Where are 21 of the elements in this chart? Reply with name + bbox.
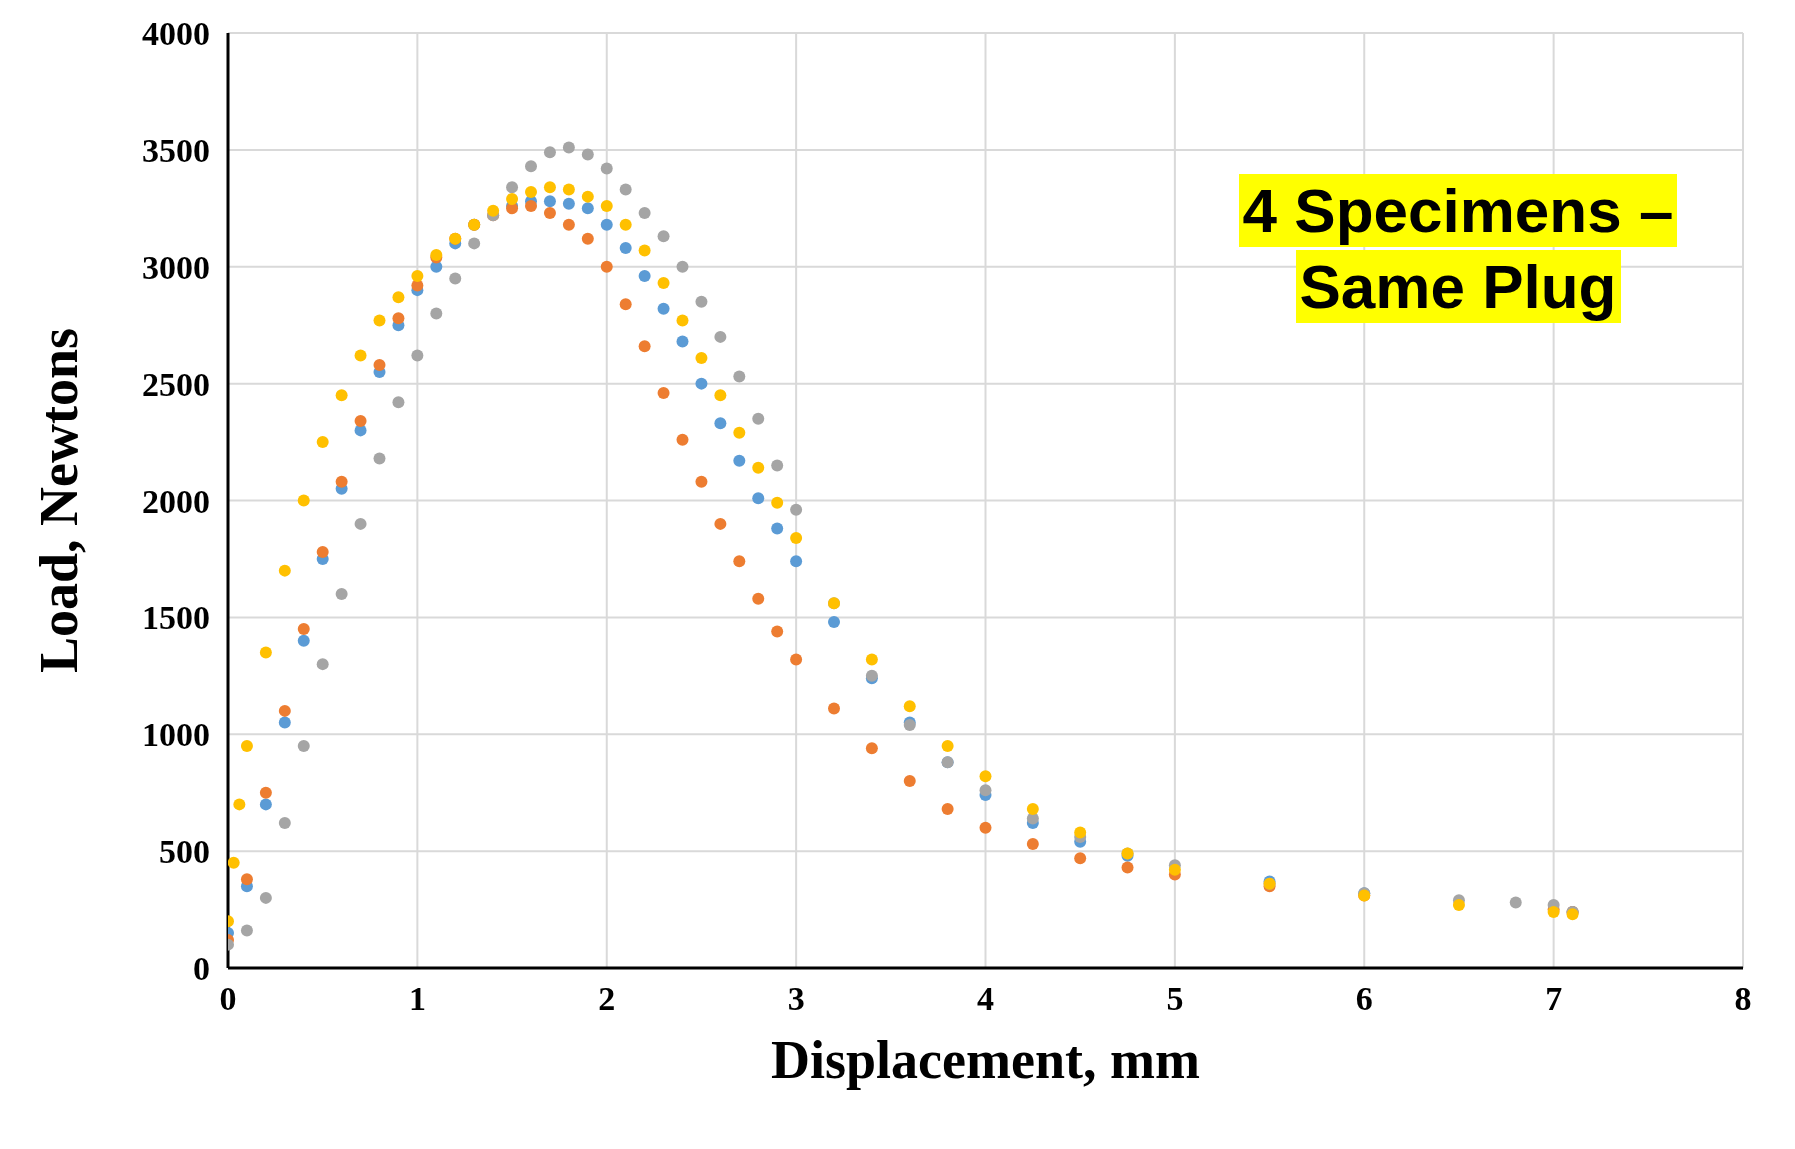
y-tick-label: 2500 xyxy=(142,365,210,403)
x-tick-label: 2 xyxy=(598,980,616,1018)
x-tick-label: 1 xyxy=(408,980,426,1018)
y-tick-label: 4000 xyxy=(142,15,210,53)
x-tick-label: 7 xyxy=(1545,980,1563,1018)
y-tick-label: 1500 xyxy=(142,599,210,637)
x-tick-label: 4 xyxy=(977,980,994,1018)
y-tick-label: 500 xyxy=(159,833,210,871)
x-tick-label: 3 xyxy=(787,980,805,1018)
y-tick-label: 2000 xyxy=(142,482,210,520)
y-tick-label: 3000 xyxy=(142,248,210,286)
y-tick-label: 3500 xyxy=(142,131,210,169)
annotation: 4 Specimens – Same Plug xyxy=(1238,174,1678,323)
x-tick-label: 6 xyxy=(1355,980,1373,1018)
x-tick-label: 5 xyxy=(1166,980,1184,1018)
y-axis-title: Load, Newtons xyxy=(29,327,90,674)
x-tick-label: 0 xyxy=(219,980,237,1018)
x-tick-label: 8 xyxy=(1734,980,1752,1018)
x-axis-title: Displacement, mm xyxy=(771,1030,1200,1090)
y-tick-label: 0 xyxy=(193,950,210,988)
y-tick-label: 1000 xyxy=(142,716,210,754)
